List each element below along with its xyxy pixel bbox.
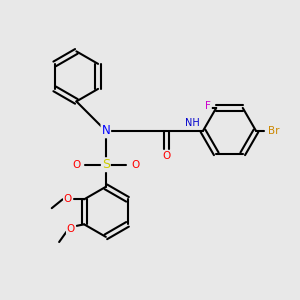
Text: O: O <box>162 151 170 161</box>
Text: NH: NH <box>185 118 200 128</box>
Text: O: O <box>131 160 140 170</box>
Text: O: O <box>67 224 75 234</box>
Text: F: F <box>205 101 211 111</box>
Text: O: O <box>64 194 72 204</box>
Text: O: O <box>72 160 80 170</box>
Text: N: N <box>101 124 110 137</box>
Text: S: S <box>102 158 110 171</box>
Text: Br: Br <box>268 126 279 136</box>
